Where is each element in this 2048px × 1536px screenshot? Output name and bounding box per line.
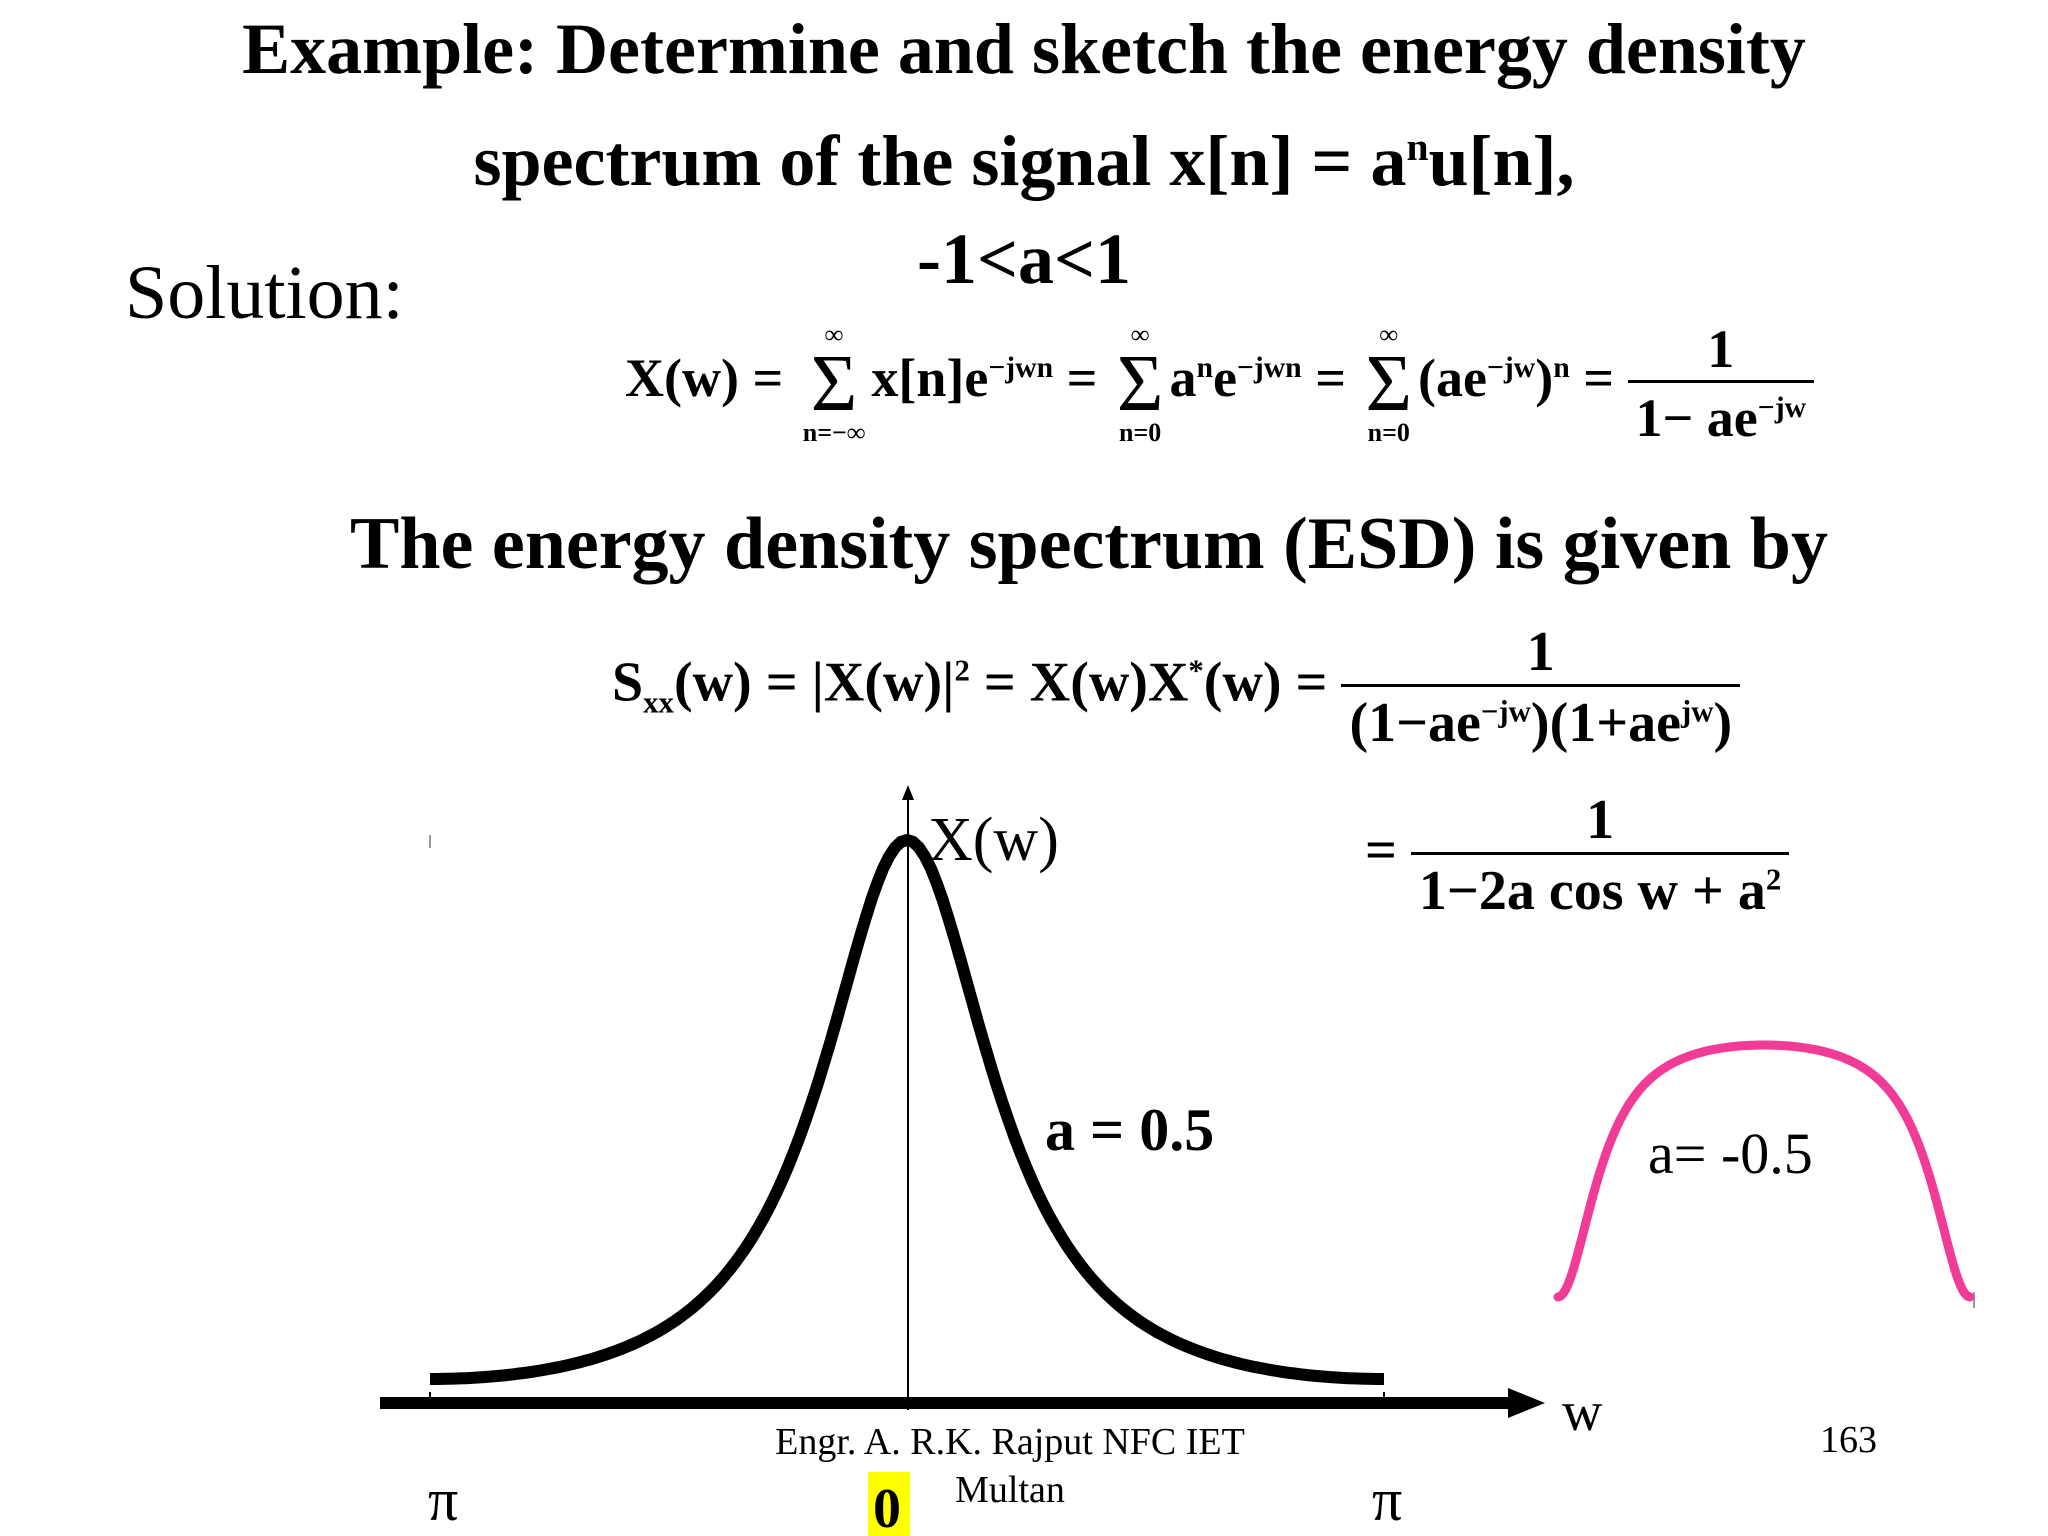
esd-simplified-fraction: 1 1−2a cos w + a2	[1410, 788, 1790, 923]
slide-title: Example: Determine and sketch the energy…	[0, 0, 2048, 308]
center-zero-tick: 0	[873, 1478, 901, 1536]
x-axis-arrow	[1508, 1388, 1545, 1418]
esd-fraction: 1 (1−ae−jw)(1+aejw)	[1341, 620, 1741, 755]
footer-credit: Engr. A. R.K. Rajput NFC IET Multan	[775, 1421, 1245, 1511]
esd-curve-a-negative	[1553, 1040, 1975, 1302]
curve1-label: a = 0.5	[1045, 1097, 1214, 1163]
left-pi-tick: π	[428, 1467, 458, 1533]
curve2-label: a= -0.5	[1648, 1121, 1813, 1186]
esd-simplified-equation: = 1 1−2a cos w + a2	[1365, 788, 1790, 923]
dtft-fraction: 1 1− ae−jw	[1627, 318, 1815, 449]
right-pi-tick: π	[1372, 1467, 1402, 1533]
y-axis-arrow	[902, 785, 914, 800]
title-line-2: spectrum of the signal x[n] = anu[n],	[473, 121, 1575, 201]
y-axis-label: X(w)	[928, 806, 1059, 874]
esd-heading: The energy density spectrum (ESD) is giv…	[350, 503, 1828, 585]
center-tick-highlight	[868, 1472, 910, 1536]
page-number: 163	[1820, 1419, 1877, 1461]
esd-equation: Sxx(w) = |X(w)|2 = X(w)X*(w) = 1 (1−ae−jw…	[612, 620, 1741, 755]
solution-label: Solution:	[125, 251, 404, 335]
x-axis-label: w	[1562, 1381, 1603, 1443]
title-line-3: -1<a<1	[916, 219, 1132, 299]
esd-curve-a-positive	[430, 834, 1384, 1385]
title-line-1: Example: Determine and sketch the energy…	[242, 9, 1806, 89]
